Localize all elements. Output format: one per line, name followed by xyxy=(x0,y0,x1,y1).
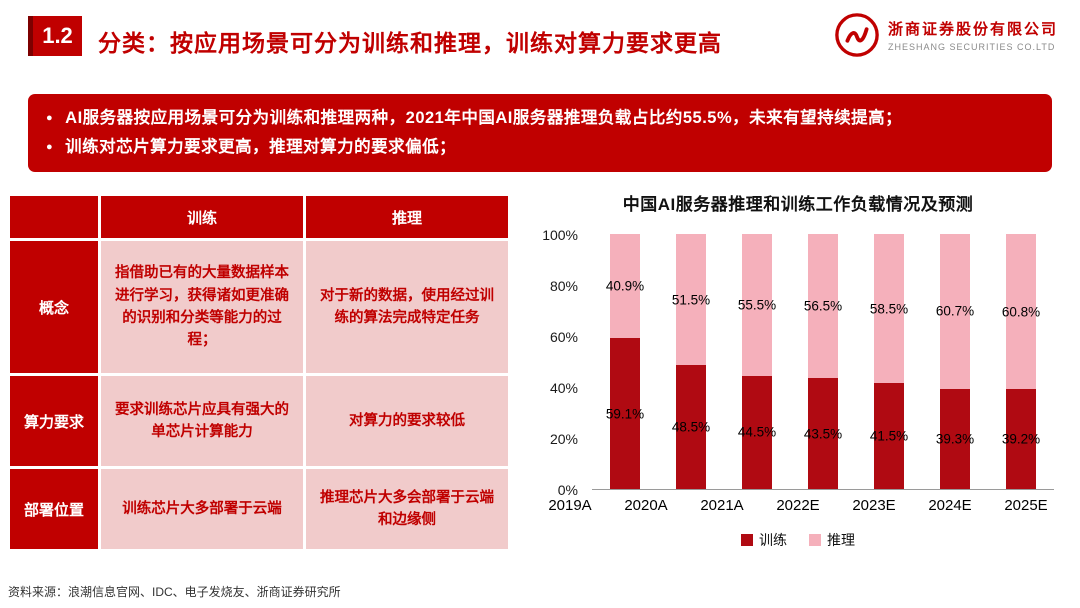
table-cell-infer: 对于新的数据，使用经过训练的算法完成特定任务 xyxy=(306,241,508,373)
legend-item: 训练 xyxy=(741,530,787,550)
bar-segment-infer xyxy=(1006,234,1036,390)
summary-banner: ● AI服务器按应用场景可分为训练和推理两种，2021年中国AI服务器推理负载占比… xyxy=(28,94,1052,172)
table-row-label: 算力要求 xyxy=(10,376,98,466)
x-axis-label: 2024E xyxy=(928,497,972,514)
legend-label: 训练 xyxy=(759,532,787,548)
y-axis-tick-label: 40% xyxy=(549,380,578,396)
bar-value-label-infer: 51.5% xyxy=(671,292,711,308)
table-column-header: 训练 xyxy=(101,196,303,238)
legend-swatch xyxy=(809,534,821,546)
legend-swatch xyxy=(741,534,753,546)
bar-value-label-infer: 40.9% xyxy=(605,278,645,294)
y-axis: 100% 80% 60% 40% 20% 0% xyxy=(532,227,584,498)
bar-value-label-infer: 56.5% xyxy=(803,298,843,314)
bar-column: 51.5% 48.5% xyxy=(661,234,721,489)
bar-segment-infer xyxy=(808,234,838,379)
page-title: 分类：按应用场景可分为训练和推理，训练对算力要求更高 xyxy=(98,30,722,56)
y-axis-tick-label: 0% xyxy=(557,482,578,498)
bar-value-label-train: 48.5% xyxy=(671,419,711,435)
bar-value-label-infer: 55.5% xyxy=(737,297,777,313)
bar-column: 58.5% 41.5% xyxy=(859,234,919,489)
legend-label: 推理 xyxy=(827,532,855,548)
bar-column: 56.5% 43.5% xyxy=(793,234,853,489)
x-axis-label: 2020A xyxy=(624,497,668,514)
bar-value-label-infer: 58.5% xyxy=(869,301,909,317)
section-number-badge: 1.2 xyxy=(28,16,82,56)
bullet-icon: ● xyxy=(46,112,54,124)
company-name-cn: 浙商证券股份有限公司 xyxy=(887,21,1058,38)
comparison-table: 训练 推理概念 指借助已有的大量数据样本进行学习，获得诸如更准确的识别和分类等能力的… xyxy=(10,196,508,549)
banner-bullet-line: ● 训练对芯片算力要求更高，推理对算力的要求偏低； xyxy=(46,133,1034,162)
y-axis-tick-label: 80% xyxy=(549,278,578,294)
bar-value-label-infer: 60.7% xyxy=(935,303,975,319)
table-row-label: 概念 xyxy=(10,241,98,373)
table-cell-infer: 推理芯片大多会部署于云端和边缘侧 xyxy=(306,469,508,549)
x-axis-label: 2025E xyxy=(1004,497,1048,514)
x-axis-label: 2023E xyxy=(852,497,896,514)
company-logo-icon xyxy=(835,13,879,57)
bar-value-label-train: 59.1% xyxy=(605,406,645,422)
y-axis-tick-label: 20% xyxy=(549,431,578,447)
source-note: 资料来源：浪潮信息官网、IDC、电子发烧友、浙商证券研究所 xyxy=(8,585,341,599)
bar-value-label-infer: 60.8% xyxy=(1001,304,1041,320)
table-column-header: 推理 xyxy=(306,196,508,238)
bar-segment-train xyxy=(676,365,706,489)
bar-column: 55.5% 44.5% xyxy=(727,234,787,489)
bar-segment-train xyxy=(808,378,838,489)
chart-title: 中国AI服务器推理和训练工作负载情况及预测 xyxy=(622,195,974,214)
banner-bullet-line: ● AI服务器按应用场景可分为训练和推理两种，2021年中国AI服务器推理负载占比… xyxy=(46,104,1034,133)
bar-column: 60.7% 39.3% xyxy=(925,234,985,489)
table-cell-train: 要求训练芯片应具有强大的单芯片计算能力 xyxy=(101,376,303,466)
y-axis-tick-label: 60% xyxy=(549,329,578,345)
x-axis-label: 2021A xyxy=(700,497,744,514)
bar-segment-infer xyxy=(610,234,640,339)
legend-item: 推理 xyxy=(809,530,855,550)
table-corner-cell xyxy=(10,196,98,238)
bar-value-label-train: 39.2% xyxy=(1001,431,1041,447)
x-axis-label: 2022E xyxy=(776,497,820,514)
bar-segment-infer xyxy=(742,234,772,376)
bullet-icon: ● xyxy=(46,141,54,153)
x-axis-label: 2019A xyxy=(548,497,592,514)
bar-segment-train xyxy=(874,383,904,489)
banner-bullet-text: AI服务器按应用场景可分为训练和推理两种，2021年中国AI服务器推理负载占比约… xyxy=(65,109,903,127)
bar-segment-train xyxy=(610,338,640,489)
y-axis-tick-label: 100% xyxy=(542,227,578,243)
banner-bullet-text: 训练对芯片算力要求更高，推理对算力的要求偏低； xyxy=(65,138,457,156)
chart-legend: 训练 推理 xyxy=(532,530,1064,550)
company-name-en: ZHESHANG SECURITIES CO.LTD xyxy=(887,42,1056,52)
bar-segment-infer xyxy=(940,234,970,389)
bar-segment-infer xyxy=(874,234,904,384)
bar-value-label-train: 41.5% xyxy=(869,428,909,444)
table-cell-infer: 对算力的要求较低 xyxy=(306,376,508,466)
bar-segment-train xyxy=(940,388,970,489)
table-cell-train: 指借助已有的大量数据样本进行学习，获得诸如更准确的识别和分类等能力的过程； xyxy=(101,241,303,373)
table-cell-train: 训练芯片大多部署于云端 xyxy=(101,469,303,549)
bar-column: 40.9% 59.1% xyxy=(595,234,655,489)
workload-chart: 中国AI服务器推理和训练工作负载情况及预测 100% 80% 60% 40% 20% 0%… xyxy=(532,190,1064,575)
bar-segment-train xyxy=(1006,389,1036,489)
bar-value-label-train: 44.5% xyxy=(737,424,777,440)
x-axis: 2019A 2020A 2021A 2022E 2023E 2024E 2025E xyxy=(532,497,1064,514)
table-row-label: 部署位置 xyxy=(10,469,98,549)
company-logo: 浙商证券股份有限公司 ZHESHANG SECURITIES CO.LTD xyxy=(834,12,1058,58)
chart-plot: 40.9% 59.1% 51.5% 48.5% 55.5% 44.5% 56.5% 43.5%… xyxy=(592,234,1054,490)
bar-column: 60.8% 39.2% xyxy=(991,234,1051,489)
bar-segment-train xyxy=(742,375,772,489)
bar-value-label-train: 39.3% xyxy=(935,431,975,447)
bar-segment-infer xyxy=(676,234,706,366)
bar-value-label-train: 43.5% xyxy=(803,426,843,442)
